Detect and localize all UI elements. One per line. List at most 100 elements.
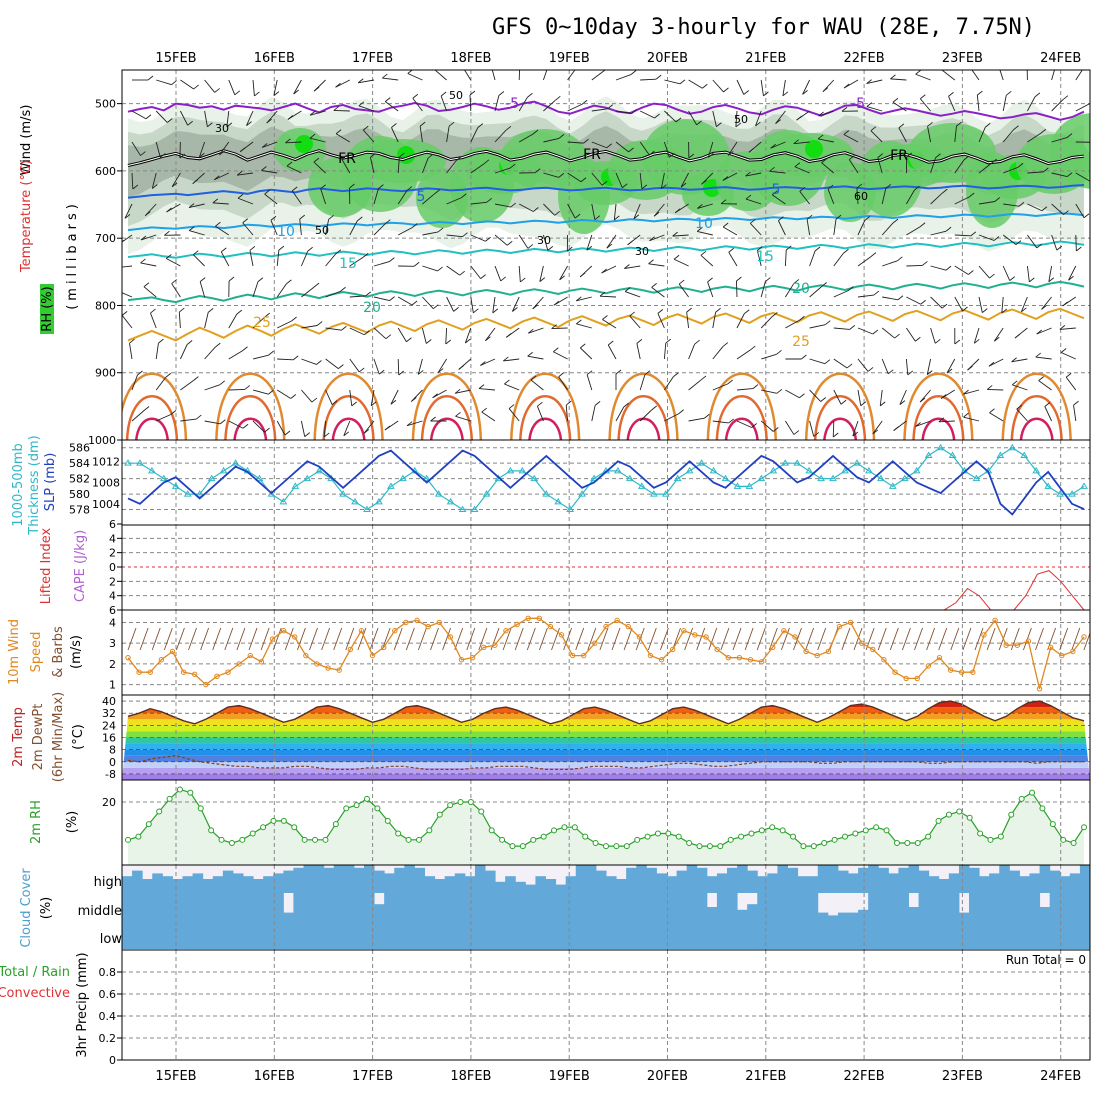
wind-barb-flag [195, 414, 202, 420]
rh-point [717, 843, 724, 850]
wind-barb [586, 234, 593, 251]
wind-barb-flag [946, 368, 953, 374]
cloud-cell-low [1049, 921, 1061, 949]
thickness-marker [315, 466, 324, 474]
wind-barb-flag [602, 315, 608, 320]
cloud-cell-middle [555, 893, 567, 921]
wind-barb-flag [215, 221, 221, 227]
cloud-cell-high [585, 865, 597, 893]
wind-barb-flag [1062, 301, 1068, 307]
wind-speed-point [658, 657, 665, 663]
rh-70-cell [1050, 113, 1090, 189]
wind-barb-flag [722, 222, 729, 228]
wind-barb-flag [686, 307, 692, 313]
wind-barb-flag [343, 431, 350, 437]
wind-barb-flag [286, 161, 293, 167]
svg-text:(%): (%) [65, 811, 80, 834]
wind-barb-flag [166, 207, 172, 213]
wind-barb [551, 327, 568, 330]
temp-tick-label: 40 [102, 695, 116, 708]
cloud-cell-low [817, 921, 829, 949]
wind-barb [299, 219, 302, 236]
wind-barb-flag [309, 133, 316, 139]
wind-barb [591, 70, 605, 81]
cloud-cell-low [323, 921, 335, 949]
cloud-cell-low [353, 921, 365, 949]
wind-barb-flag [856, 183, 863, 189]
rh-point [603, 843, 609, 850]
wind-barb-flag [412, 223, 418, 228]
cloud-cell-low [454, 921, 466, 949]
wind-barb-flag [152, 184, 158, 189]
cloud-cover-panel [122, 865, 1090, 950]
wind-barb-flag [860, 401, 867, 407]
thickness-marker [363, 505, 371, 513]
cloud-cell-middle [585, 893, 597, 921]
wind-barb [286, 165, 302, 174]
wind-barb-flag [887, 369, 894, 375]
rh-point [312, 836, 319, 843]
wind-barb [954, 296, 963, 312]
wind-barb-flag [313, 157, 320, 163]
cloud-cell-high [222, 870, 234, 893]
cloud-cell-middle [817, 912, 829, 921]
date-label-bottom: 17FEB [352, 1069, 393, 1084]
cloud-cell-high [595, 870, 607, 893]
wind-barb [833, 290, 849, 298]
cloud-cell-high [364, 865, 375, 893]
wind-barb [242, 222, 254, 236]
thickness-tick-label: 578 [69, 504, 90, 517]
wind-barb [252, 281, 259, 298]
warm-contour [1001, 372, 1072, 440]
wind-barb-10m [272, 627, 282, 651]
wind-barb-flag [750, 218, 756, 224]
wind-barb-flag [505, 125, 512, 131]
wind-barb-10m [696, 627, 706, 651]
wind-barb [358, 79, 375, 84]
wind-barb [155, 343, 159, 360]
wind-speed-point [191, 671, 198, 677]
wind-tick-label: 1 [109, 679, 116, 692]
wind-barb-flag [437, 266, 443, 272]
wind-barb-flag [399, 152, 405, 158]
cloud-cell-low [858, 921, 869, 949]
wind-barb-flag [363, 125, 369, 131]
rh2m-label-2: (%) [65, 811, 80, 834]
precip-panel [122, 950, 1090, 1060]
cloud-cell-middle [515, 893, 526, 921]
wind-speed-point [781, 628, 787, 634]
wind-barb-flag [893, 426, 899, 431]
wind-barb-flag [926, 370, 933, 376]
thickness-marker [673, 474, 682, 482]
wind-barb [809, 286, 822, 298]
wind-barb [988, 358, 1004, 367]
rh-point [1029, 789, 1036, 796]
rh-point [769, 824, 776, 831]
wind-barb-flag [696, 227, 703, 232]
wind-barb-10m [369, 627, 379, 651]
wind-barb-flag [214, 88, 220, 93]
rh-axis-label: RH (%) [40, 286, 55, 331]
cloud-cell-middle [958, 912, 970, 921]
wind-barb [881, 188, 887, 205]
wind-barb-flag [915, 422, 921, 427]
wind-barb-flag [707, 277, 713, 283]
cloud-cell-low [555, 921, 567, 949]
cloud-cell-low [434, 921, 446, 949]
rh-point [1049, 821, 1056, 828]
wind-barb-flag [728, 151, 734, 156]
wind-barb [122, 315, 133, 329]
wind-barb-flag [641, 184, 648, 190]
wind-barb [300, 251, 309, 267]
thickness-tick-label: 584 [69, 457, 90, 470]
rh-point [945, 811, 952, 818]
wind-barb [777, 220, 786, 236]
cloud-cell-middle [948, 893, 960, 921]
wind-barb-flag [885, 184, 892, 189]
rh-point [686, 839, 693, 846]
wind-barb [877, 157, 883, 174]
wind-barb-10m [321, 627, 331, 651]
rh-point [280, 817, 287, 824]
wind-barb [1027, 132, 1042, 143]
